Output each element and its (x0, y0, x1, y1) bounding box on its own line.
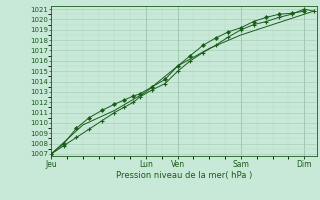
X-axis label: Pression niveau de la mer( hPa ): Pression niveau de la mer( hPa ) (116, 171, 252, 180)
